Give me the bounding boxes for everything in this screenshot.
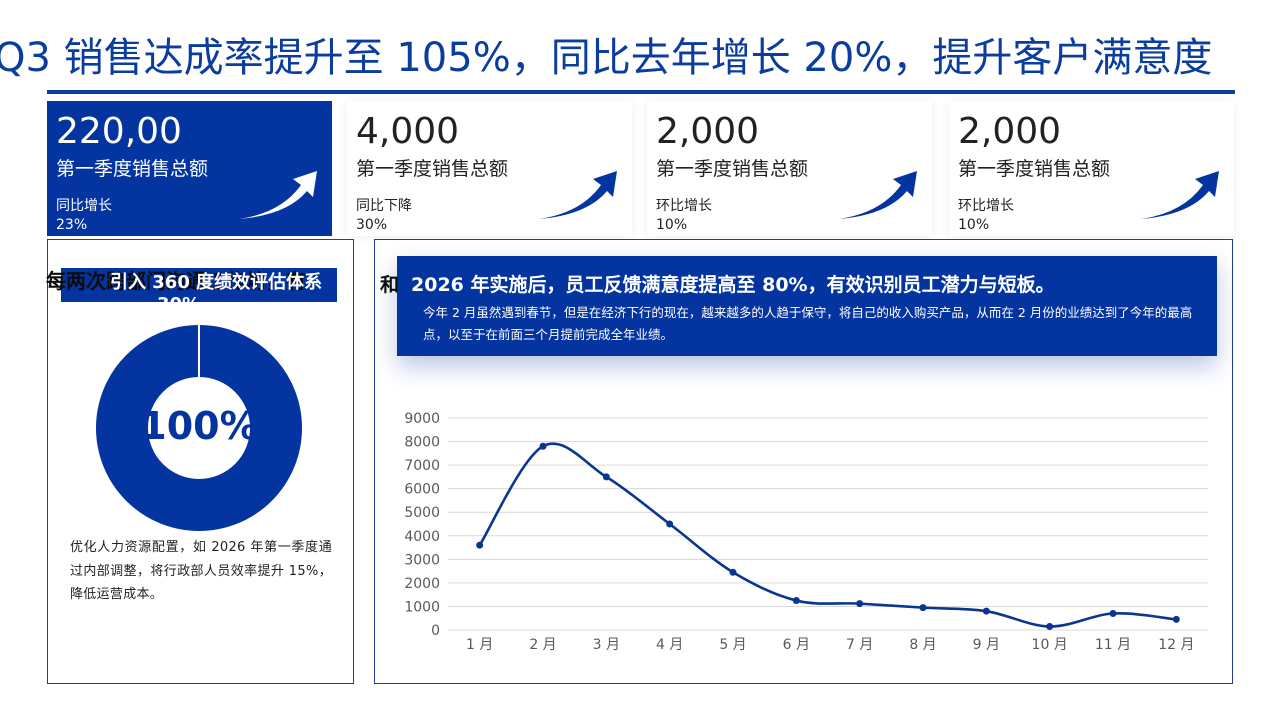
overlap-text-2: 引入 360 度绩效评估体系 [110, 272, 323, 293]
kpi-card-2: 4,000 第一季度销售总额 同比下降 30% [347, 101, 632, 236]
trend-arrow-icon [839, 171, 917, 219]
left-panel-body: 优化人力资源配置，如 2026 年第一季度通过内部调整，将行政部人员效率提升 1… [70, 540, 332, 602]
x-tick-label: 12 月 [1158, 637, 1194, 653]
data-point [1172, 615, 1180, 623]
kpi-pct: 10% [656, 217, 688, 233]
kpi-pct: 30% [356, 217, 388, 233]
data-point [982, 607, 990, 615]
x-tick-label: 11 月 [1095, 637, 1131, 653]
data-point [602, 473, 610, 481]
x-tick-label: 4 月 [656, 637, 683, 653]
overlap-text-1: 每两次跨部门沟通工作坊，有 [46, 269, 306, 293]
kpi-sub: 同比增长 [56, 198, 112, 214]
headline-divider [47, 90, 1235, 94]
kpi-card-4: 2,000 第一季度销售总额 环比增长 10% [949, 101, 1234, 236]
donut-chart [96, 325, 302, 531]
trend-arrow-icon [1141, 171, 1219, 219]
x-tick-label: 8 月 [909, 637, 936, 653]
y-tick-label: 2000 [404, 576, 440, 592]
x-tick-label: 3 月 [593, 637, 620, 653]
kpi-card-1: 220,00 第一季度销售总额 同比增长 23% [47, 101, 332, 236]
y-tick-label: 8000 [404, 435, 440, 451]
data-point [856, 600, 864, 608]
x-tick-label: 6 月 [783, 637, 810, 653]
y-tick-label: 7000 [404, 458, 440, 474]
left-panel-title-box [61, 268, 337, 302]
kpi-card-3: 2,000 第一季度销售总额 环比增长 10% [647, 101, 932, 236]
kpi-sub: 环比增长 [656, 198, 712, 214]
x-tick-label: 9 月 [973, 637, 1000, 653]
kpi-label: 第一季度销售总额 [356, 158, 509, 180]
kpi-pct: 10% [958, 217, 990, 233]
overlap-text-3: 30% [157, 294, 201, 315]
overlap-text-4: 和 [380, 274, 400, 296]
data-point [1109, 610, 1117, 618]
x-tick-label: 5 月 [719, 637, 746, 653]
trend-arrow-icon [239, 171, 317, 219]
data-point [1046, 622, 1054, 630]
series-line [478, 442, 1177, 628]
data-point [919, 604, 927, 612]
data-point [666, 520, 674, 528]
x-tick-label: 7 月 [846, 637, 873, 653]
banner-title: 2026 年实施后，员工反馈满意度提高至 80%，有效识别员工潜力与短板。 [411, 274, 1055, 296]
x-tick-label: 2 月 [529, 637, 556, 653]
kpi-value: 2,000 [958, 111, 1062, 152]
x-tick-label: 10 月 [1032, 637, 1068, 653]
y-tick-label: 9000 [404, 411, 440, 427]
data-point [539, 442, 547, 450]
kpi-value: 2,000 [656, 111, 760, 152]
banner-text: 今年 2 月虽然遇到春节，但是在经济下行的现在，越来越多的人趋于保守，将自己的收… [423, 305, 1193, 342]
trend-arrow-icon [539, 171, 617, 219]
left-panel [47, 239, 354, 684]
kpi-label: 第一季度销售总额 [56, 158, 209, 180]
x-tick-label: 1 月 [466, 637, 493, 653]
insight-banner: 2026 年实施后，员工反馈满意度提高至 80%，有效识别员工潜力与短板。 今年… [397, 256, 1217, 356]
kpi-sub: 同比下降 [356, 198, 412, 214]
y-tick-label: 3000 [404, 552, 440, 568]
kpi-pct: 23% [56, 217, 88, 233]
headline-text: Q3 销售达成率提升至 105%，同比去年增长 20%，提升客户满意度 [0, 35, 1213, 81]
data-point [792, 597, 800, 605]
kpi-label: 第一季度销售总额 [958, 158, 1111, 180]
monthly-sales-line-chart: 0 1000 2000 3000 4000 5000 6000 7000 8000 9000 1 月… [404, 411, 1208, 653]
data-point [476, 541, 484, 549]
y-tick-label: 6000 [404, 482, 440, 498]
y-tick-label: 5000 [404, 505, 440, 521]
data-point [729, 568, 737, 576]
donut-label: 100% [140, 404, 258, 448]
y-tick-label: 1000 [404, 599, 440, 615]
kpi-value: 4,000 [356, 111, 460, 152]
y-tick-label: 0 [431, 623, 440, 639]
y-tick-label: 4000 [404, 529, 440, 545]
kpi-sub: 环比增长 [958, 198, 1014, 214]
kpi-label: 第一季度销售总额 [656, 158, 809, 180]
headline: Q3 销售达成率提升至 105%，同比去年增长 20%，提升客户满意度 [0, 30, 1280, 86]
kpi-value: 220,00 [56, 111, 182, 152]
